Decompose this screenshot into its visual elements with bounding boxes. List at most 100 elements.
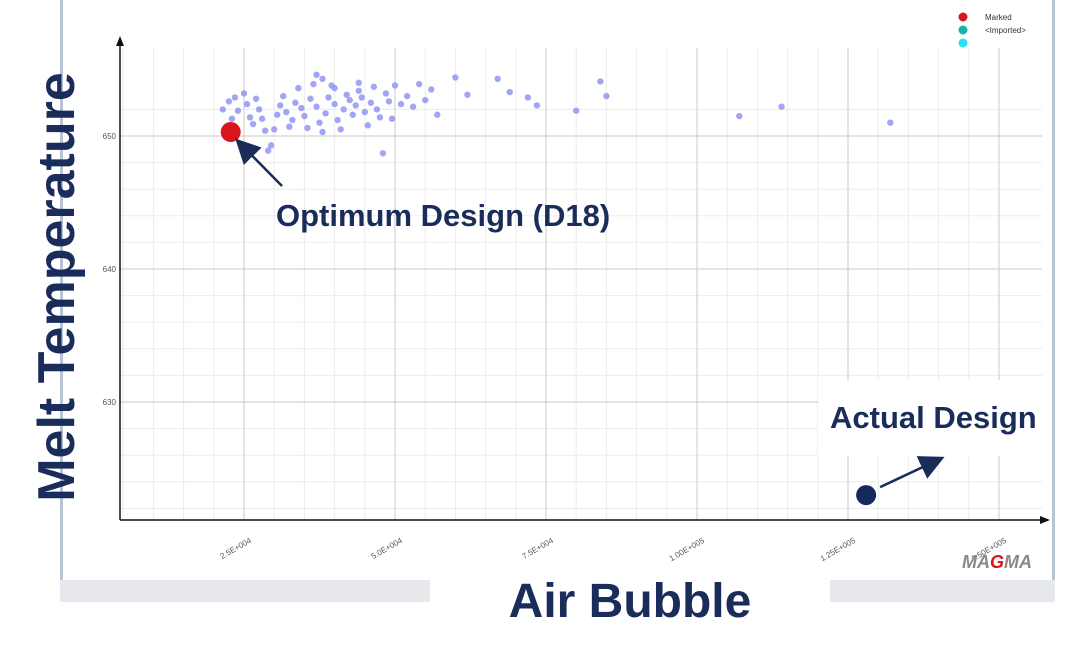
data-point	[240, 90, 248, 97]
data-point	[331, 100, 338, 108]
data-point	[234, 107, 242, 114]
marked-point	[220, 122, 241, 143]
data-point	[415, 80, 423, 88]
optimum-design-label: Optimum Design (D18)	[276, 198, 611, 233]
data-point	[219, 106, 227, 113]
data-point	[370, 83, 378, 90]
data-point	[506, 88, 513, 96]
data-point	[280, 92, 287, 100]
data-point	[352, 102, 359, 109]
x-tick-label: 7.5E+004	[521, 536, 556, 561]
data-point	[364, 122, 372, 129]
data-point	[313, 71, 320, 79]
data-point	[382, 90, 390, 97]
data-point	[388, 115, 396, 122]
data-point	[325, 94, 332, 101]
data-point	[346, 96, 353, 104]
frame-right-edge	[1052, 0, 1055, 580]
legend-marker	[958, 38, 968, 48]
data-point	[283, 108, 290, 116]
x-tick-label: 1.25E+005	[819, 536, 858, 564]
data-point	[304, 124, 311, 132]
data-point	[277, 102, 284, 109]
legend-label: Marked	[985, 13, 1012, 22]
frame-left-edge	[60, 0, 63, 580]
data-point	[322, 110, 329, 117]
data-point	[264, 147, 272, 154]
x-axis-arrow	[1040, 516, 1050, 524]
data-point	[313, 103, 320, 110]
logo-g: G	[990, 552, 1005, 572]
data-point	[452, 74, 459, 81]
legend: Marked <Imported>	[958, 12, 1026, 48]
data-point	[422, 96, 429, 104]
data-point	[385, 98, 393, 105]
axes	[116, 36, 1050, 524]
logo-text-left: MA	[962, 552, 990, 572]
data-point	[225, 98, 233, 105]
data-point	[434, 111, 441, 118]
data-point	[597, 78, 604, 85]
data-point	[355, 79, 362, 87]
data-point	[246, 114, 254, 121]
data-point	[464, 91, 471, 98]
data-point	[249, 120, 257, 128]
x-tick-labels: 2.5E+004 5.0E+004 7.5E+004 1.00E+005 1.25E+0…	[219, 536, 1009, 564]
data-point	[379, 150, 387, 157]
data-point	[334, 116, 341, 124]
annotation-arrows	[235, 138, 945, 489]
data-point	[307, 95, 314, 102]
legend-marker	[958, 25, 968, 35]
data-point	[349, 111, 356, 118]
data-point	[271, 126, 278, 133]
data-point	[258, 115, 266, 122]
data-point	[331, 84, 338, 92]
y-tick-label: 640	[103, 265, 117, 274]
data-point	[267, 142, 275, 149]
data-point	[367, 99, 375, 106]
data-point	[319, 128, 326, 136]
actual-design-box	[818, 380, 1052, 456]
data-point	[316, 119, 323, 126]
data-point	[533, 102, 541, 109]
data-point	[319, 75, 326, 83]
data-point	[298, 104, 305, 112]
data-point	[494, 75, 501, 83]
data-point	[274, 111, 281, 118]
data-point	[289, 116, 296, 124]
data-point	[337, 126, 344, 133]
data-point	[397, 100, 405, 108]
data-point	[340, 106, 347, 113]
y-tick-label: 650	[103, 132, 117, 141]
legend-marker	[958, 12, 968, 22]
optimum-design-arrow	[235, 138, 283, 187]
data-point	[310, 80, 317, 88]
data-point	[428, 86, 435, 93]
data-point	[231, 94, 239, 101]
data-point	[255, 106, 263, 113]
data-point	[391, 82, 399, 89]
major-gridlines	[120, 48, 1042, 520]
data-point	[261, 127, 269, 134]
data-point	[409, 103, 417, 110]
data-point	[243, 100, 251, 108]
magma-logo: MAGMA	[962, 552, 1032, 573]
data-point	[603, 92, 610, 100]
data-point	[573, 107, 580, 114]
y-tick-label: 630	[103, 398, 117, 407]
data-point	[286, 123, 293, 130]
x-axis-label: Air Bubble	[430, 574, 830, 629]
actual-design-label: Actual Design	[830, 400, 1037, 435]
data-point	[295, 84, 302, 92]
y-tick-labels: 630 640 650	[103, 132, 117, 407]
data-point	[358, 94, 365, 101]
data-point	[376, 114, 384, 121]
data-point	[361, 108, 368, 116]
data-point	[355, 87, 362, 94]
actual-design-arrow	[879, 456, 945, 489]
data-point	[736, 112, 743, 120]
y-axis-arrow	[116, 36, 124, 46]
logo-text-right: MA	[1004, 552, 1033, 572]
